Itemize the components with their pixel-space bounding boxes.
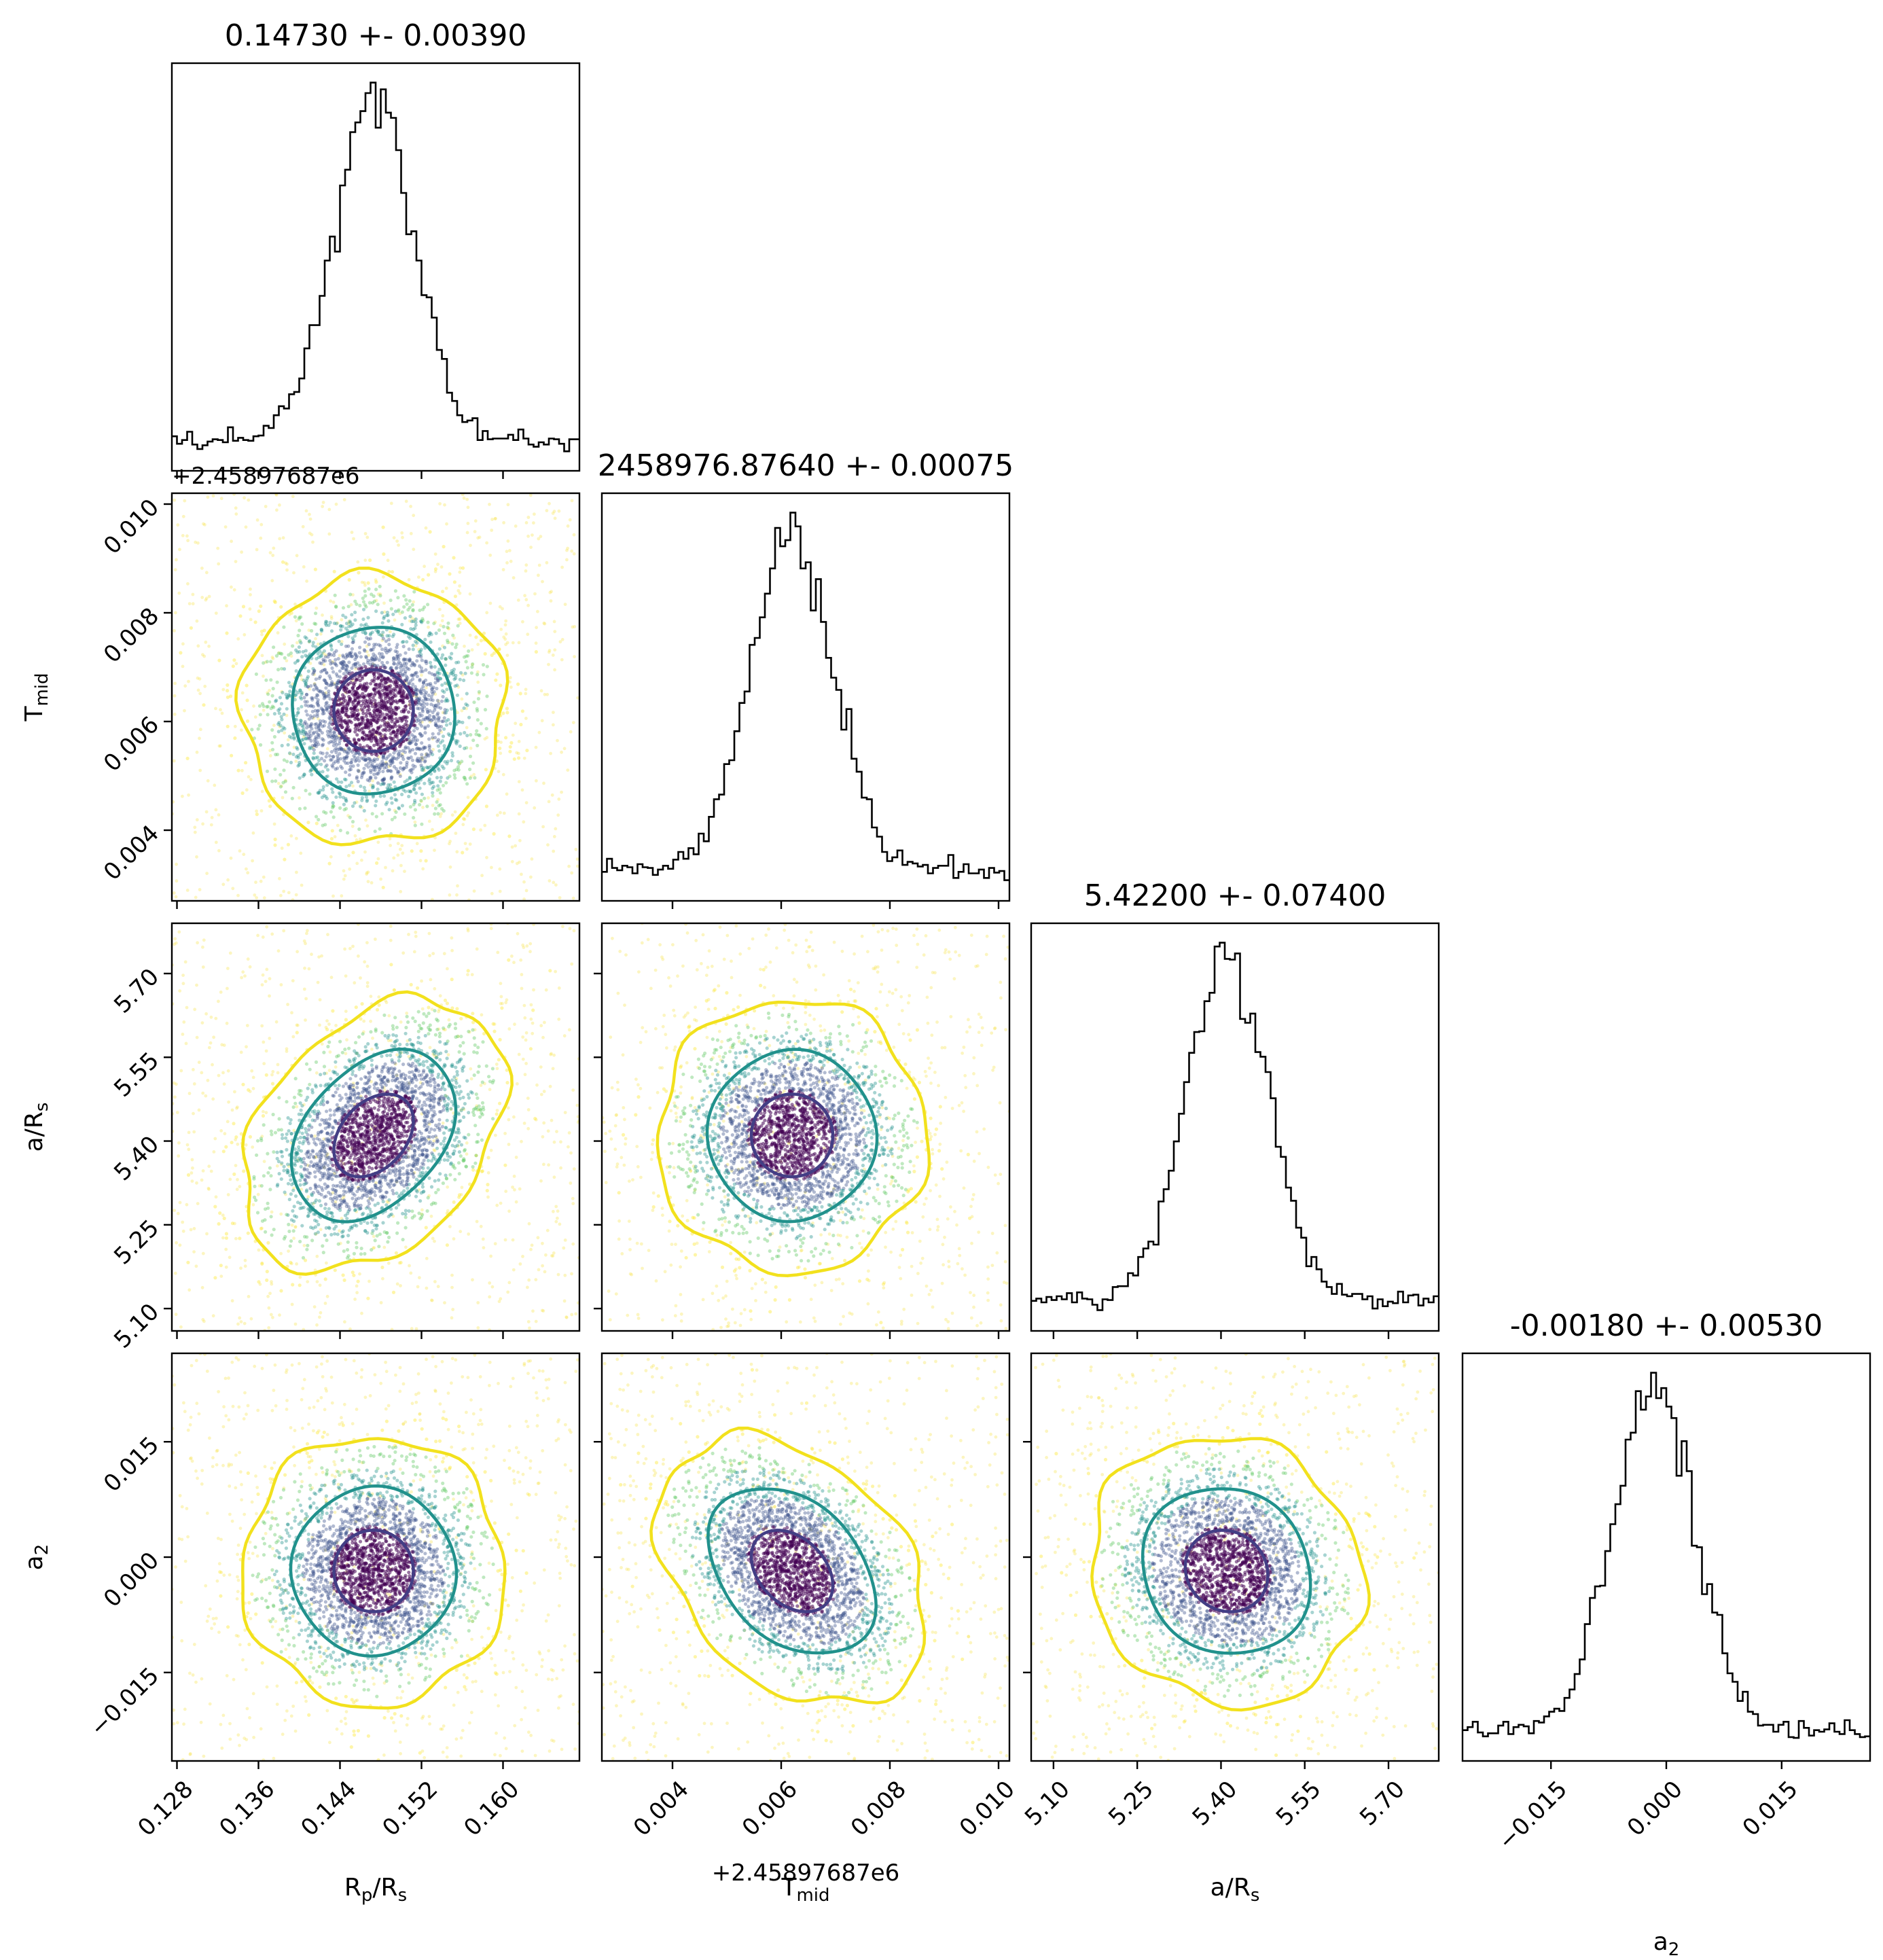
x-tick-label-ars: 5.55 [1271, 1776, 1327, 1832]
histogram-panel-ars: 5.42200 +- 0.07400 [1030, 878, 1440, 1339]
y-axis-label-tmid: Tmid [20, 673, 52, 721]
histogram-tmid [602, 512, 1009, 881]
contour-1sigma [332, 1529, 415, 1614]
x-tick-label-tmid: 0.006 [737, 1776, 803, 1842]
contour-3sigma [1090, 1437, 1371, 1712]
contour-3sigma [234, 566, 509, 847]
panel-frame [600, 492, 1011, 902]
panel-frame [1030, 922, 1440, 1332]
histogram-title-rp: 0.14730 +- 0.00390 [225, 18, 527, 53]
x-axis-label-rp: Rp/Rs [344, 1874, 407, 1906]
scatter-panel-ars-vs-rp [164, 922, 581, 1339]
histogram-ars [1031, 942, 1439, 1311]
contours [1090, 1437, 1371, 1712]
contours [241, 1437, 507, 1710]
x-tick-label-ars: 5.25 [1103, 1776, 1159, 1832]
y-tick-label-ars: 5.25 [109, 1215, 164, 1270]
contour-2sigma [1141, 1487, 1312, 1655]
histogram-title-a2: -0.00180 +- 0.00530 [1510, 1308, 1823, 1343]
contour-2sigma [291, 626, 456, 796]
scatter-panel-ars-vs-tmid [594, 922, 1011, 1339]
contour-1sigma [1183, 1529, 1270, 1614]
x-tick-label-ars: 5.40 [1187, 1776, 1243, 1832]
x-tick-label-rp: 0.152 [377, 1776, 443, 1842]
contour-2sigma [289, 1484, 459, 1658]
contour-3sigma [656, 1000, 931, 1278]
contours [649, 1426, 927, 1705]
y-tick-label-ars: 5.55 [109, 1047, 164, 1103]
histogram-title-ars: 5.42200 +- 0.07400 [1084, 878, 1386, 913]
x-tick-label-tmid: 0.010 [954, 1776, 1020, 1842]
contours [234, 566, 509, 847]
panel-frame [171, 62, 581, 472]
contour-1sigma [749, 1092, 835, 1179]
contour-2sigma [705, 1048, 879, 1224]
x-axis-label-tmid: Tmid [781, 1874, 829, 1906]
y-axis-label-a2: a2 [20, 1544, 52, 1571]
histogram-panel-tmid: 2458976.87640 +- 0.00075 [598, 448, 1014, 909]
histogram-panel-rp: 0.14730 +- 0.00390 [171, 18, 581, 479]
scatter-panel-tmid-vs-rp [164, 492, 581, 909]
x-tick-label-tmid: 0.008 [846, 1776, 912, 1842]
contour-3sigma [241, 990, 514, 1276]
x-tick-label-rp: 0.144 [295, 1776, 361, 1842]
contour-1sigma [749, 1529, 835, 1614]
contour-2sigma [706, 1487, 878, 1655]
histogram-panel-a2: -0.00180 +- 0.00530 [1461, 1308, 1871, 1769]
contours [656, 1000, 931, 1278]
histogram-a2 [1463, 1372, 1870, 1739]
sample-points [172, 923, 579, 1331]
x-tick-label-a2: 0.015 [1738, 1776, 1804, 1842]
y-tick-label-tmid: 0.006 [98, 711, 164, 777]
x-tick-label-a2: 0.000 [1622, 1776, 1688, 1842]
y-tick-label-a2: −0.015 [85, 1662, 164, 1742]
x-tick-label-ars: 5.10 [1020, 1776, 1075, 1832]
y-tick-label-tmid: 0.008 [98, 603, 164, 669]
x-axis-label-a2: a2 [1653, 1928, 1680, 1960]
scatter-panel-a2-vs-rp [164, 1352, 581, 1769]
x-tick-label-rp: 0.136 [214, 1776, 280, 1842]
scatter-panel-a2-vs-tmid [594, 1352, 1011, 1769]
sample-points [602, 923, 1009, 1331]
y-tick-label-a2: 0.015 [98, 1431, 164, 1497]
sample-points [172, 493, 579, 901]
y-tick-label-a2: 0.000 [98, 1547, 164, 1613]
histogram-title-tmid: 2458976.87640 +- 0.00075 [598, 448, 1014, 483]
scatter-panel-a2-vs-ars [1023, 1352, 1440, 1769]
y-tick-label-tmid: 0.010 [98, 494, 164, 560]
x-tick-label-rp: 0.128 [132, 1776, 198, 1842]
contour-1sigma [332, 1092, 415, 1179]
y-tick-label-tmid: 0.004 [98, 820, 164, 886]
y-axis-offset-text: +2.45897687e6 [172, 463, 360, 490]
y-axis-label-ars: a/Rs [20, 1103, 52, 1152]
contours [241, 990, 514, 1276]
panel-frame [171, 922, 581, 1332]
x-tick-label-ars: 5.70 [1355, 1776, 1410, 1832]
x-axis-label-ars: a/Rs [1210, 1874, 1260, 1906]
contour-3sigma [241, 1437, 507, 1710]
contour-2sigma [289, 1048, 458, 1224]
sample-points [172, 1353, 579, 1761]
y-tick-label-ars: 5.70 [109, 963, 164, 1019]
panel-frame [171, 492, 581, 902]
panel-frame [600, 922, 1011, 1332]
panel-frame [1461, 1352, 1871, 1762]
x-tick-label-tmid: 0.004 [628, 1776, 694, 1842]
x-axis-offset-text: +2.45897687e6 [712, 1859, 900, 1887]
x-tick-label-a2: −0.015 [1493, 1776, 1573, 1855]
contour-1sigma [332, 668, 415, 753]
x-tick-label-rp: 0.160 [459, 1776, 524, 1842]
y-tick-label-ars: 5.40 [109, 1130, 164, 1186]
histogram-rp [172, 82, 579, 452]
contour-3sigma [649, 1426, 927, 1705]
y-tick-label-ars: 5.10 [109, 1298, 164, 1354]
